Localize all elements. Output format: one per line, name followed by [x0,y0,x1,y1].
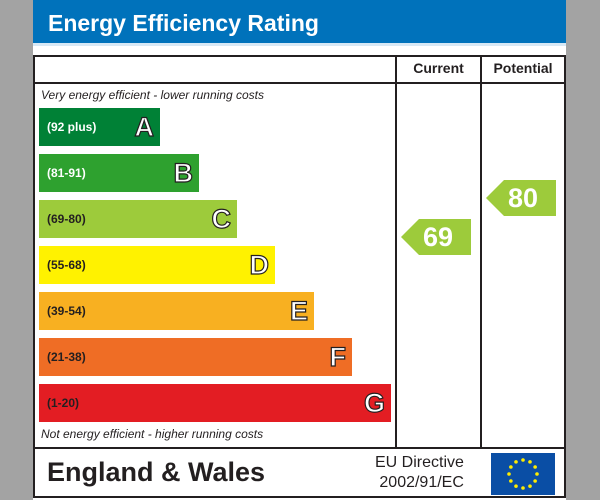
star-icon [521,458,525,462]
band-letter: E [289,295,308,326]
band-letter: B [173,157,194,188]
band-f: (21-38) F [39,338,352,376]
band-range: (1-20) [47,396,80,410]
epc-panel: Energy Efficiency Rating Current Potenti… [33,0,566,500]
eu-directive: EU Directive 2002/91/EC [375,453,464,493]
star-icon [509,479,513,483]
star-icon [521,486,525,490]
star-icon [533,479,537,483]
band-letter: G [363,387,385,418]
potential-header: Potential [493,60,553,76]
directive-line1: EU Directive [375,454,464,471]
band-g: (1-20) G [39,384,391,422]
band-letter: C [211,203,232,234]
star-icon [507,472,511,476]
band-range: (39-54) [47,304,86,318]
band-range: (21-38) [47,350,86,364]
star-icon [514,460,518,464]
band-range: (81-91) [47,166,86,180]
rating-table: Current Potential Very energy efficient … [33,55,566,498]
top-note: Very energy efficient - lower running co… [41,88,264,102]
star-icon [533,465,537,469]
divider [395,57,397,447]
band-b: (81-91) B [39,154,199,192]
star-icon [514,484,518,488]
star-icon [509,465,513,469]
band-d: (55-68) D [39,246,275,284]
band-c: (69-80) C [39,200,237,238]
eu-flag-icon [491,453,555,495]
star-icon [535,472,539,476]
footer: England & Wales EU Directive 2002/91/EC [35,449,564,496]
page-title: Energy Efficiency Rating [33,0,566,46]
directive-line2: 2002/91/EC [379,474,464,491]
band-letter: D [249,249,270,280]
divider [480,57,482,447]
band-e: (39-54) E [39,292,314,330]
current-rating-arrow: 69 [401,219,471,255]
divider [35,447,564,449]
band-a: (92 plus) A [39,108,160,146]
bottom-note: Not energy efficient - higher running co… [41,427,264,441]
band-range: (92 plus) [47,120,97,134]
star-icon [528,460,532,464]
band-letter: A [134,111,155,142]
star-icon [528,484,532,488]
band-range: (69-80) [47,212,86,226]
current-header: Current [413,60,464,76]
potential-rating-arrow: 80 [486,180,556,216]
band-range: (55-68) [47,258,86,272]
region-label: England & Wales [47,457,266,487]
band-letter: F [329,341,347,372]
divider [35,82,564,84]
